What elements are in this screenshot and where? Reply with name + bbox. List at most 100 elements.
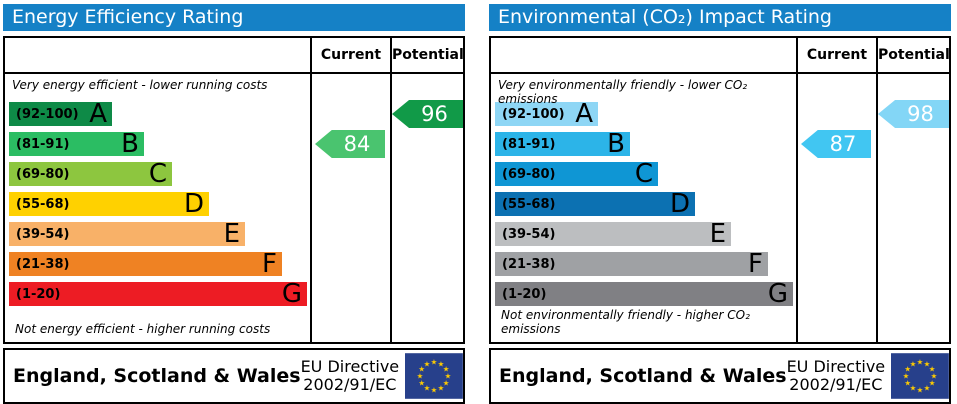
band-a: (92-100) A xyxy=(9,99,112,129)
bottom-note: Not environmentally friendly - higher CO… xyxy=(501,308,750,336)
rating-scale: Very environmentally friendly - lower CO… xyxy=(491,74,796,342)
rating-table: Current Potential Very environmentally f… xyxy=(489,36,951,344)
band-range: (55-68) xyxy=(502,196,556,212)
eu-directive-label: EU Directive 2002/91/EC xyxy=(787,357,886,395)
band-b: (81-91) B xyxy=(495,129,630,159)
potential-column: 96 xyxy=(390,74,464,342)
svg-text:★: ★ xyxy=(931,372,938,381)
band-d: (55-68) D xyxy=(9,189,209,219)
svg-text:★: ★ xyxy=(417,372,424,381)
column-spacer xyxy=(491,38,796,74)
band-letter: C xyxy=(634,159,653,189)
panel-title: Environmental (CO₂) Impact Rating xyxy=(489,4,951,31)
band-range: (81-91) xyxy=(502,136,556,152)
band-range: (92-100) xyxy=(16,106,79,122)
svg-text:★: ★ xyxy=(917,386,924,395)
svg-text:★: ★ xyxy=(438,384,445,393)
column-spacer xyxy=(5,38,310,74)
band-range: (92-100) xyxy=(502,106,565,122)
top-note: Very environmentally friendly - lower CO… xyxy=(498,78,748,106)
band-range: (21-38) xyxy=(16,256,70,272)
band-e: (39-54) E xyxy=(495,219,731,249)
band-range: (81-91) xyxy=(16,136,70,152)
svg-text:★: ★ xyxy=(419,379,426,388)
eu-directive-line2: 2002/91/EC xyxy=(303,375,397,394)
svg-text:★: ★ xyxy=(438,359,445,368)
band-range: (39-54) xyxy=(16,226,70,242)
band-f: (21-38) F xyxy=(9,249,282,279)
svg-text:★: ★ xyxy=(443,364,450,373)
region-label: England, Scotland & Wales xyxy=(13,365,301,387)
band-letter: G xyxy=(767,279,788,309)
band-b: (81-91) B xyxy=(9,129,144,159)
band-letter: E xyxy=(709,219,726,249)
band-letter: B xyxy=(121,129,139,159)
energy-efficiency-panel: Energy Efficiency Rating Current Potenti… xyxy=(3,4,465,404)
svg-text:★: ★ xyxy=(924,359,931,368)
band-g: (1-20) G xyxy=(9,279,307,309)
band-letter: B xyxy=(607,129,625,159)
band-range: (69-80) xyxy=(502,166,556,182)
band-letter: G xyxy=(281,279,302,309)
svg-text:★: ★ xyxy=(910,384,917,393)
band-g: (1-20) G xyxy=(495,279,793,309)
current-column-header: Current xyxy=(796,38,876,74)
svg-text:★: ★ xyxy=(905,364,912,373)
eu-directive-line1: EU Directive xyxy=(300,356,400,376)
svg-text:★: ★ xyxy=(431,357,438,366)
band-letter: F xyxy=(262,249,277,279)
svg-text:★: ★ xyxy=(924,384,931,393)
current-column-header: Current xyxy=(310,38,390,74)
band-letter: A xyxy=(575,99,593,129)
svg-text:★: ★ xyxy=(424,359,431,368)
potential-rating-marker: 96 xyxy=(392,100,463,128)
current-rating-marker: 87 xyxy=(801,130,871,158)
panel-footer: England, Scotland & Wales EU Directive 2… xyxy=(3,348,465,404)
band-range: (1-20) xyxy=(502,286,547,302)
band-range: (69-80) xyxy=(16,166,70,182)
current-rating-marker: 84 xyxy=(315,130,385,158)
potential-rating-marker: 98 xyxy=(878,100,949,128)
rating-table: Current Potential Very energy efficient … xyxy=(3,36,465,344)
panel-footer: England, Scotland & Wales EU Directive 2… xyxy=(489,348,951,404)
band-f: (21-38) F xyxy=(495,249,768,279)
current-column: 87 xyxy=(796,74,876,342)
band-letter: E xyxy=(223,219,240,249)
band-range: (55-68) xyxy=(16,196,70,212)
band-a: (92-100) A xyxy=(495,99,598,129)
svg-text:★: ★ xyxy=(431,386,438,395)
bottom-note: Not energy efficient - higher running co… xyxy=(15,322,271,336)
svg-text:★: ★ xyxy=(929,379,936,388)
band-letter: A xyxy=(89,99,107,129)
panel-title: Energy Efficiency Rating xyxy=(3,4,465,31)
band-range: (39-54) xyxy=(502,226,556,242)
svg-text:★: ★ xyxy=(905,379,912,388)
band-range: (21-38) xyxy=(502,256,556,272)
environmental-impact-panel: Environmental (CO₂) Impact Rating Curren… xyxy=(489,4,951,404)
eu-flag-icon: ★ ★ ★★ ★★ ★★ ★★ ★★ xyxy=(891,353,949,399)
svg-text:★: ★ xyxy=(903,372,910,381)
eu-flag-icon: ★ ★ ★★ ★★ ★★ ★★ ★★ xyxy=(405,353,463,399)
top-note: Very energy efficient - lower running co… xyxy=(12,78,268,92)
svg-text:★: ★ xyxy=(424,384,431,393)
potential-column: 98 xyxy=(876,74,950,342)
band-letter: D xyxy=(183,189,204,219)
band-c: (69-80) C xyxy=(495,159,658,189)
eu-directive-label: EU Directive 2002/91/EC xyxy=(300,356,400,395)
band-letter: F xyxy=(748,249,763,279)
current-column: 84 xyxy=(310,74,390,342)
potential-column-header: Potential xyxy=(876,38,950,74)
region-label: England, Scotland & Wales xyxy=(499,365,787,387)
band-letter: C xyxy=(148,159,167,189)
potential-column-header: Potential xyxy=(390,38,464,74)
svg-text:★: ★ xyxy=(929,364,936,373)
rating-scale: Very energy efficient - lower running co… xyxy=(5,74,310,342)
band-range: (1-20) xyxy=(16,286,61,302)
band-letter: D xyxy=(669,189,690,219)
svg-text:★: ★ xyxy=(443,379,450,388)
band-d: (55-68) D xyxy=(495,189,695,219)
svg-text:★: ★ xyxy=(419,364,426,373)
svg-text:★: ★ xyxy=(445,372,452,381)
eu-directive-line2: 2002/91/EC xyxy=(789,375,883,394)
